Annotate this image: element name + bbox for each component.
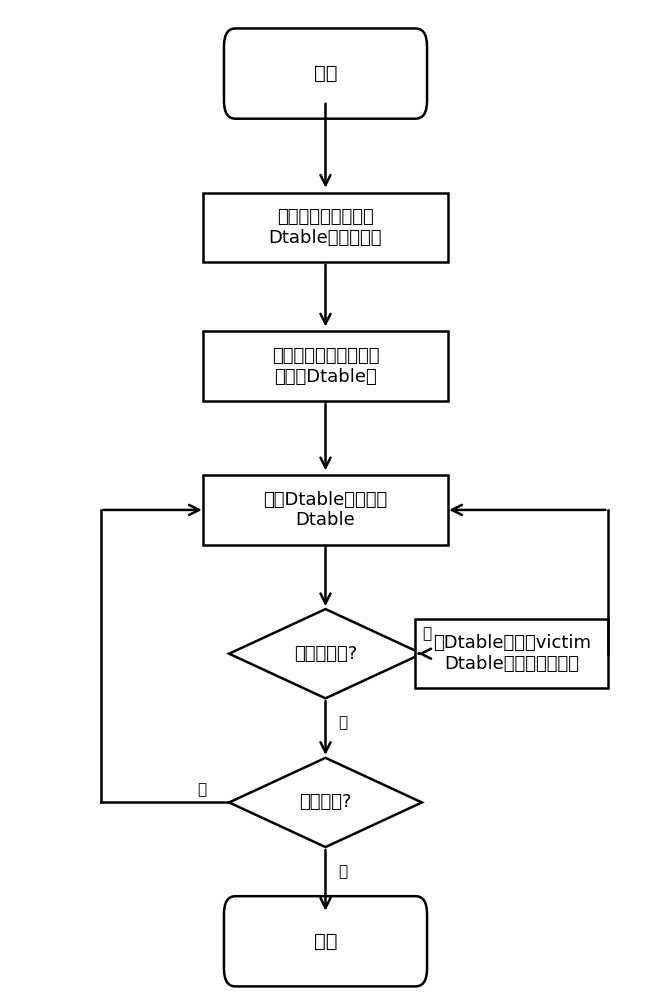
- FancyBboxPatch shape: [224, 28, 427, 119]
- Text: 否: 否: [197, 782, 206, 797]
- Bar: [203, 475, 448, 545]
- Text: 已完成合并?: 已完成合并?: [294, 645, 357, 663]
- Bar: [203, 331, 448, 401]
- Text: 将Dtable设置为victim
Dtable，进行合并操作: 将Dtable设置为victim Dtable，进行合并操作: [433, 634, 591, 673]
- Bar: [203, 193, 448, 262]
- Text: 结束: 结束: [314, 932, 337, 951]
- Text: 是: 是: [339, 864, 348, 879]
- Polygon shape: [229, 609, 422, 698]
- Text: 计算日志合并树各个
Dtable层的均衡度: 计算日志合并树各个 Dtable层的均衡度: [269, 208, 382, 247]
- Text: 遍历完成?: 遍历完成?: [299, 793, 352, 811]
- Polygon shape: [229, 758, 422, 847]
- Text: 否: 否: [422, 626, 431, 641]
- FancyBboxPatch shape: [224, 896, 427, 986]
- Text: 开始: 开始: [314, 64, 337, 83]
- Text: 选择日志合并树均衡度
最低的Dtable层: 选择日志合并树均衡度 最低的Dtable层: [271, 347, 380, 386]
- Text: 是: 是: [339, 716, 348, 731]
- Text: 遍历Dtable层的所有
Dtable: 遍历Dtable层的所有 Dtable: [264, 491, 387, 529]
- Bar: [415, 619, 608, 688]
